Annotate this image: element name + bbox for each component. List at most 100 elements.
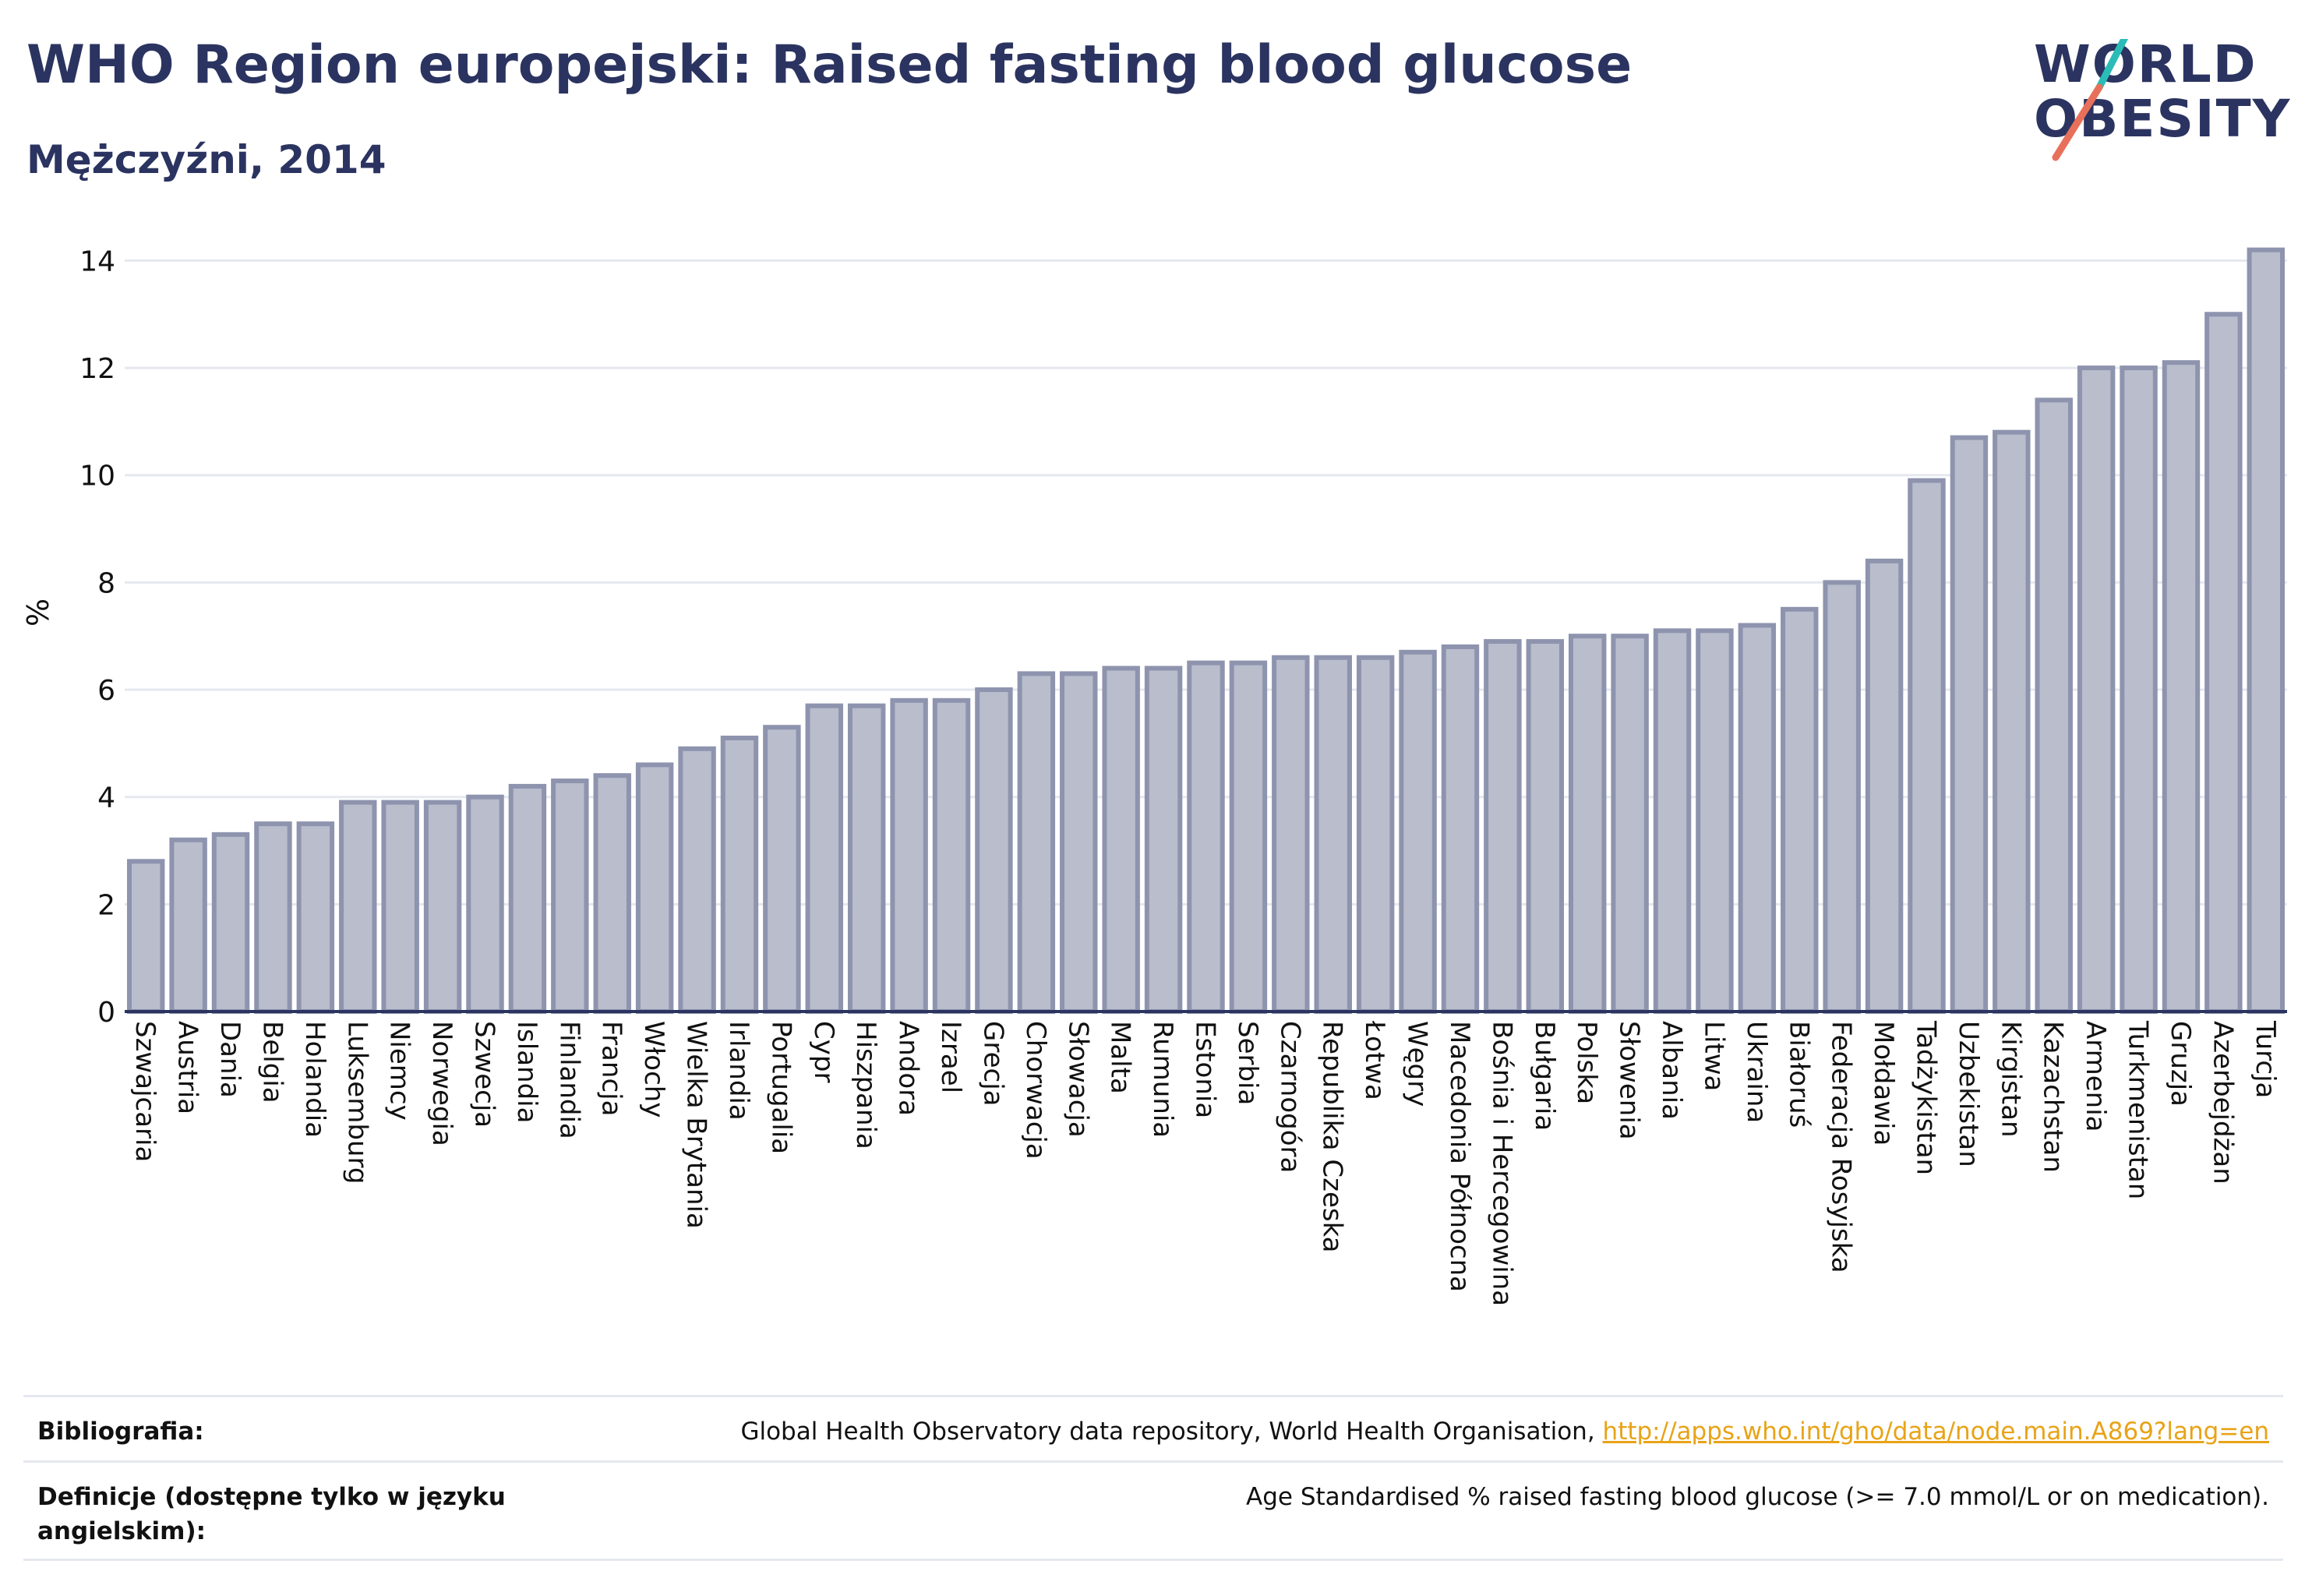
x-category-label: Estonia [1190,1021,1221,1118]
x-category-label: Kazachstan [2038,1021,2069,1173]
bar-46 [2035,397,2073,1014]
bar-16 [763,725,801,1014]
chart-subtitle: Mężczyźni, 2014 [26,137,387,182]
x-category-label: Dania [214,1021,245,1098]
bar-42 [1865,558,1904,1014]
x-category-label: Słowacja [1062,1021,1093,1138]
bar-28 [1272,655,1310,1014]
y-tick-label: 4 [97,782,115,814]
bar-chart: 0 2 4 6 8 10 12 14 Szwajcaria Austria Dania Belgia… [21,245,2287,1306]
x-category-label: Republika Czeska [1317,1021,1348,1253]
world-obesity-logo: WORLD OBESITY [2034,39,2291,164]
bar-40 [1781,606,1819,1014]
x-category-label: Łotwa [1359,1020,1390,1100]
definitions-value: Age Standardised % raised fasting blood … [1246,1483,2269,1511]
bar-21 [975,687,1013,1014]
bibliography-text: Global Health Observatory data repositor… [740,1418,1603,1446]
x-category-label: Niemcy [384,1021,415,1121]
x-category-label: Francja [596,1021,627,1116]
bibliography-value: Global Health Observatory data repositor… [740,1414,2269,1449]
x-category-label: Włochy [638,1021,669,1118]
bar-14 [678,746,716,1014]
bar-43 [1908,478,1946,1014]
x-category-label: Bośnia i Hercegowina [1486,1021,1517,1306]
bar-5 [296,821,335,1014]
bar-47 [2077,365,2116,1014]
bar-3 [211,832,250,1015]
bar-24 [1102,666,1140,1014]
definitions-label: Definicje (dostępne tylko w języku angie… [37,1483,506,1545]
x-category-label: Chorwacja [1020,1021,1051,1160]
bar-49 [2162,360,2201,1014]
x-category-label: Austria [172,1021,203,1114]
bar-26 [1187,660,1225,1014]
x-category-label: Kirgistan [1995,1021,2026,1138]
bar-15 [720,735,759,1014]
bar-12 [593,773,631,1014]
x-category-label: Bułgaria [1529,1021,1560,1131]
bar-1 [126,859,165,1014]
bar-13 [635,762,674,1015]
bar-17 [805,703,844,1014]
bar-34 [1526,639,1565,1014]
bar-36 [1611,634,1649,1014]
bar-25 [1144,666,1183,1014]
bibliography-link[interactable]: http://apps.who.int/gho/data/node.main.A… [1602,1418,2269,1446]
x-category-label: Holandia [299,1021,330,1138]
bar-20 [932,697,971,1014]
x-category-label: Mołdawia [1868,1021,1899,1146]
x-category-label: Cypr [808,1021,839,1082]
x-category-label: Litwa [1698,1021,1729,1091]
x-category-label: Szwajcaria [129,1021,161,1162]
x-category-label: Turkmenistan [2123,1020,2154,1199]
bar-50 [2204,312,2243,1014]
bar-6 [339,800,377,1014]
x-category-label: Portugalia [765,1021,796,1154]
definitions-row: Definicje (dostępne tylko w języku angie… [23,1460,2283,1561]
x-category-label: Szwecja [469,1021,500,1128]
bar-30 [1356,655,1395,1014]
bar-38 [1696,628,1734,1015]
x-category-label: Islandia [511,1021,542,1123]
x-category-label: Finlandia [553,1021,584,1139]
x-category-label: Grecja [977,1021,1008,1106]
x-category-label: Tadżykistan [1911,1020,1942,1175]
bar-35 [1568,634,1607,1014]
x-category-label: Albania [1656,1021,1687,1120]
x-category-label: Macedonia Północna [1444,1021,1475,1292]
x-category-label: Węgry [1402,1021,1433,1107]
y-tick-label: 10 [79,461,115,493]
x-category-label: Norwegia [426,1021,457,1146]
bar-22 [1017,671,1056,1015]
x-category-label: Czarnogóra [1274,1021,1305,1173]
x-category-label: Irlandia [723,1021,754,1121]
x-category-label: Wielka Brytania [681,1021,712,1229]
bar-10 [508,783,547,1014]
bar-48 [2120,365,2158,1014]
bar-39 [1738,623,1777,1015]
x-category-label: Słowenia [1614,1021,1645,1140]
bar-23 [1060,671,1098,1015]
y-tick-label: 12 [79,353,115,385]
bar-27 [1229,660,1268,1014]
x-category-label: Hiszpania [850,1021,881,1149]
logo-slash-icon [2052,39,2129,161]
x-category-label: Azerbejdżan [2207,1021,2238,1185]
x-category-label: Polska [1571,1021,1602,1104]
x-category-label: Turcja [2250,1020,2281,1098]
bar-33 [1484,639,1522,1014]
x-category-label: Malta [1105,1021,1136,1094]
y-tick-label: 2 [97,889,115,921]
x-category-label: Uzbekistan [1953,1021,1984,1167]
y-axis-label: % [21,598,55,627]
x-category-label: Białoruś [1783,1021,1814,1128]
bar-44 [1950,435,1989,1014]
x-category-label: Izrael [935,1021,966,1093]
x-category-label: Serbia [1232,1021,1263,1105]
x-category-label: Rumunia [1147,1021,1178,1138]
bar-11 [551,779,589,1014]
bar-18 [847,703,886,1014]
bar-8 [423,800,462,1014]
bar-51 [2247,247,2286,1015]
bar-31 [1399,649,1437,1014]
